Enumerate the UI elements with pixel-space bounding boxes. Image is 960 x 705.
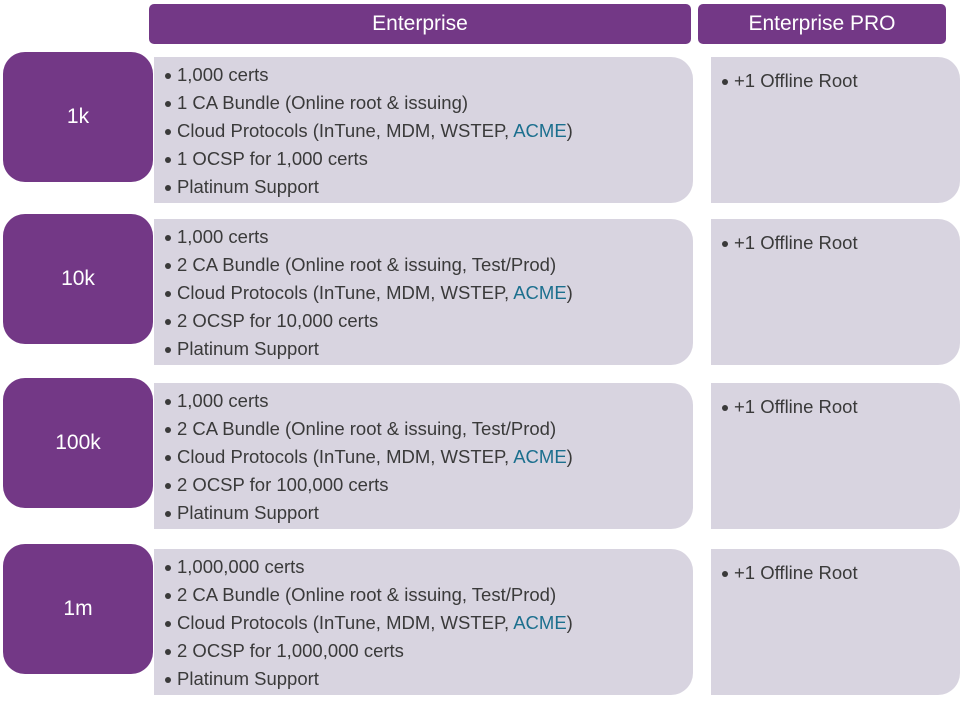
pro-features-box: +1 Offline Root xyxy=(711,549,960,695)
protocols-text: Cloud Protocols (InTune, MDM, WSTEP, xyxy=(177,282,514,303)
tier-label: 10k xyxy=(3,214,153,344)
protocols-text: Cloud Protocols (InTune, MDM, WSTEP, xyxy=(177,612,514,633)
feature-support: Platinum Support xyxy=(164,335,693,363)
protocols-close: ) xyxy=(566,446,573,467)
enterprise-feature-list: 1,000 certs 2 CA Bundle (Online root & i… xyxy=(164,223,693,363)
enterprise-feature-list: 1,000 certs 2 CA Bundle (Online root & i… xyxy=(164,387,693,527)
feature-ocsp: 2 OCSP for 100,000 certs xyxy=(164,471,693,499)
pro-features-box: +1 Offline Root xyxy=(711,219,960,365)
feature-ca-bundle: 1 CA Bundle (Online root & issuing) xyxy=(164,89,693,117)
feature-certs: 1,000 certs xyxy=(164,223,693,251)
feature-offline-root: +1 Offline Root xyxy=(721,393,960,421)
acme-text: ACME xyxy=(513,612,567,633)
enterprise-feature-list: 1,000,000 certs 2 CA Bundle (Online root… xyxy=(164,553,693,693)
feature-ca-bundle: 2 CA Bundle (Online root & issuing, Test… xyxy=(164,581,693,609)
tier-row-1m: 1m 1,000,000 certs 2 CA Bundle (Online r… xyxy=(0,544,960,695)
acme-text: ACME xyxy=(513,282,567,303)
tier-label: 1m xyxy=(3,544,153,674)
acme-text: ACME xyxy=(513,120,567,141)
header-enterprise: Enterprise xyxy=(149,4,691,44)
feature-support: Platinum Support xyxy=(164,173,693,201)
enterprise-features-box: 1,000 certs 2 CA Bundle (Online root & i… xyxy=(154,383,693,529)
pro-feature-list: +1 Offline Root xyxy=(721,229,960,257)
feature-cloud-protocols: Cloud Protocols (InTune, MDM, WSTEP, ACM… xyxy=(164,279,693,307)
feature-ocsp: 2 OCSP for 1,000,000 certs xyxy=(164,637,693,665)
tier-label: 1k xyxy=(3,52,153,182)
feature-cloud-protocols: Cloud Protocols (InTune, MDM, WSTEP, ACM… xyxy=(164,117,693,145)
acme-text: ACME xyxy=(513,446,567,467)
feature-offline-root: +1 Offline Root xyxy=(721,67,960,95)
feature-offline-root: +1 Offline Root xyxy=(721,229,960,257)
protocols-text: Cloud Protocols (InTune, MDM, WSTEP, xyxy=(177,120,514,141)
enterprise-features-box: 1,000 certs 1 CA Bundle (Online root & i… xyxy=(154,57,693,203)
protocols-text: Cloud Protocols (InTune, MDM, WSTEP, xyxy=(177,446,514,467)
pro-features-box: +1 Offline Root xyxy=(711,57,960,203)
pro-feature-list: +1 Offline Root xyxy=(721,559,960,587)
feature-ca-bundle: 2 CA Bundle (Online root & issuing, Test… xyxy=(164,251,693,279)
enterprise-feature-list: 1,000 certs 1 CA Bundle (Online root & i… xyxy=(164,61,693,201)
tier-row-1k: 1k 1,000 certs 1 CA Bundle (Online root … xyxy=(0,52,960,203)
protocols-close: ) xyxy=(566,282,573,303)
feature-certs: 1,000,000 certs xyxy=(164,553,693,581)
feature-certs: 1,000 certs xyxy=(164,387,693,415)
feature-ocsp: 1 OCSP for 1,000 certs xyxy=(164,145,693,173)
feature-support: Platinum Support xyxy=(164,499,693,527)
feature-support: Platinum Support xyxy=(164,665,693,693)
tier-row-100k: 100k 1,000 certs 2 CA Bundle (Online roo… xyxy=(0,378,960,529)
feature-cloud-protocols: Cloud Protocols (InTune, MDM, WSTEP, ACM… xyxy=(164,609,693,637)
feature-offline-root: +1 Offline Root xyxy=(721,559,960,587)
pro-features-box: +1 Offline Root xyxy=(711,383,960,529)
feature-certs: 1,000 certs xyxy=(164,61,693,89)
protocols-close: ) xyxy=(566,612,573,633)
protocols-close: ) xyxy=(566,120,573,141)
feature-ca-bundle: 2 CA Bundle (Online root & issuing, Test… xyxy=(164,415,693,443)
pro-feature-list: +1 Offline Root xyxy=(721,393,960,421)
pro-feature-list: +1 Offline Root xyxy=(721,67,960,95)
enterprise-features-box: 1,000,000 certs 2 CA Bundle (Online root… xyxy=(154,549,693,695)
enterprise-features-box: 1,000 certs 2 CA Bundle (Online root & i… xyxy=(154,219,693,365)
tier-row-10k: 10k 1,000 certs 2 CA Bundle (Online root… xyxy=(0,214,960,365)
header-enterprise-pro: Enterprise PRO xyxy=(698,4,946,44)
feature-ocsp: 2 OCSP for 10,000 certs xyxy=(164,307,693,335)
feature-cloud-protocols: Cloud Protocols (InTune, MDM, WSTEP, ACM… xyxy=(164,443,693,471)
tier-label: 100k xyxy=(3,378,153,508)
